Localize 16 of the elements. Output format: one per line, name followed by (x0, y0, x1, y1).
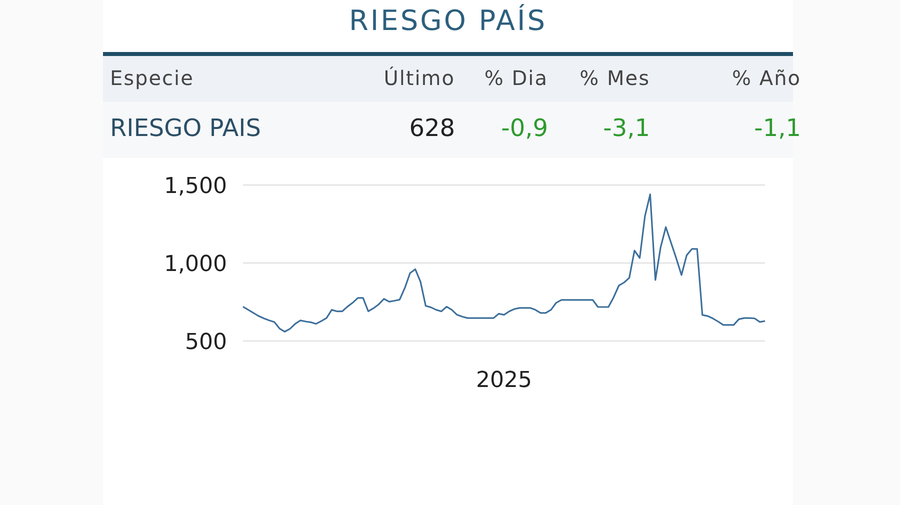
text: % Año (732, 66, 801, 90)
x-axis-title: 2025 (476, 368, 532, 393)
y-tick-label: 1,500 (164, 174, 227, 199)
chart-title: RIESGO PAÍS (348, 4, 548, 37)
y-tick-label: 500 (185, 330, 227, 355)
text: % Mes (580, 66, 650, 90)
y-tick-label: 1,000 (164, 252, 227, 277)
text: -1,1 (754, 114, 801, 142)
line-series (242, 194, 766, 332)
text: -3,1 (603, 114, 650, 142)
text: Especie (110, 66, 194, 90)
text: -0,9 (501, 114, 548, 142)
text: RIESGO PAIS (110, 114, 261, 142)
text: Último (384, 66, 455, 90)
text: % Dia (484, 66, 548, 90)
text: 628 (409, 114, 455, 142)
